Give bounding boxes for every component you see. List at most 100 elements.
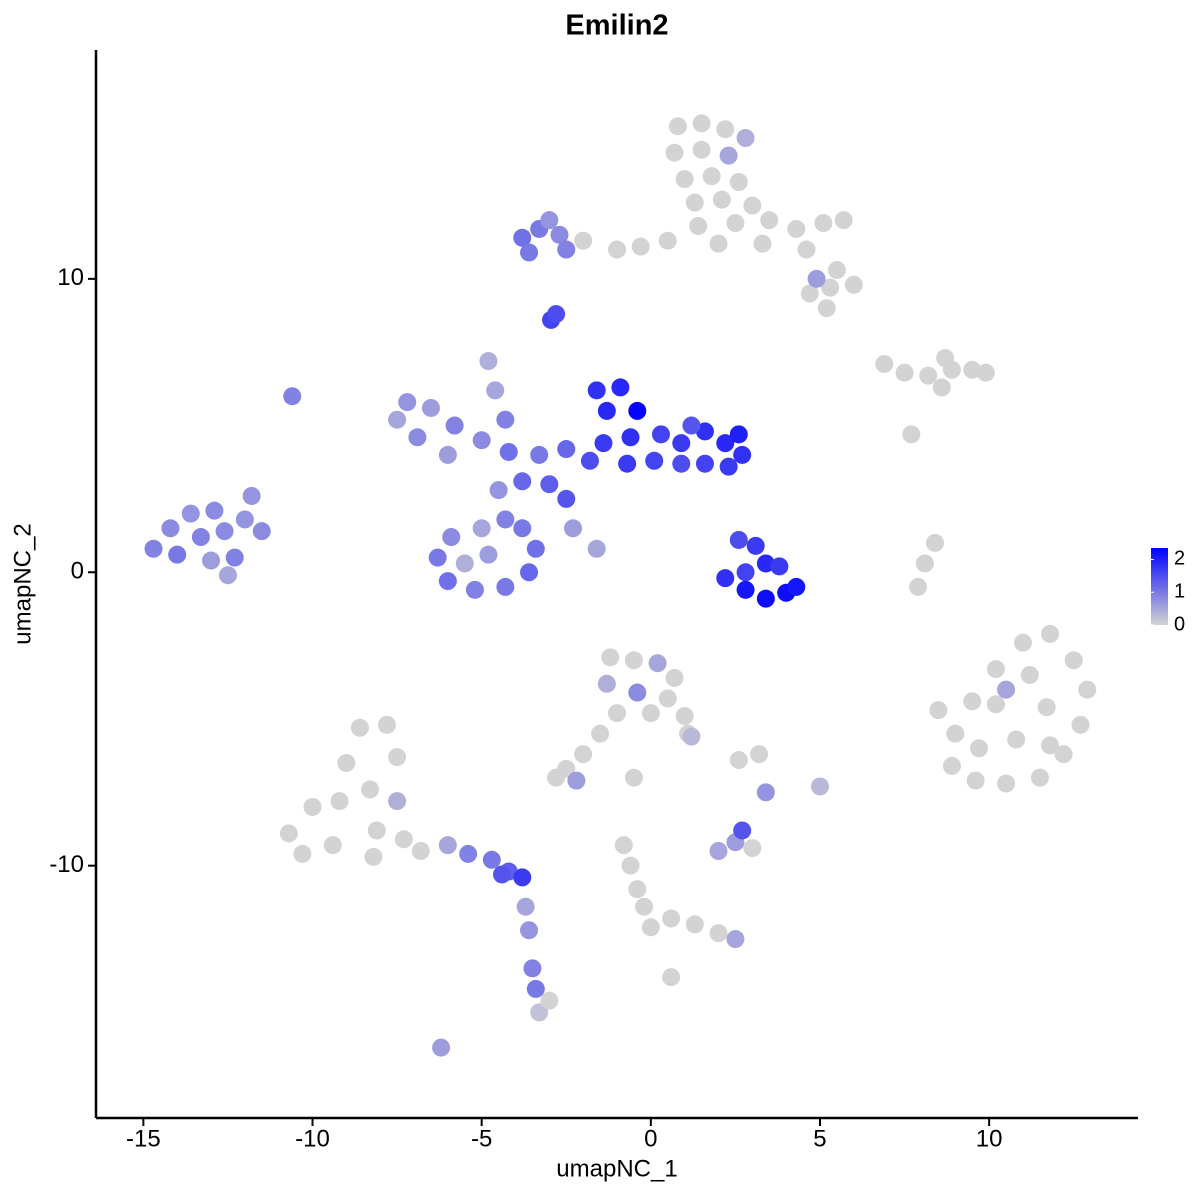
point <box>472 431 491 450</box>
point <box>225 548 244 567</box>
point <box>283 387 302 406</box>
point <box>161 519 180 538</box>
point <box>1030 768 1049 787</box>
point <box>526 979 545 998</box>
point <box>540 211 559 230</box>
point <box>733 821 752 840</box>
point <box>513 519 532 538</box>
point <box>557 240 576 259</box>
point <box>388 792 407 811</box>
point <box>1071 715 1090 734</box>
x-tick-label: -15 <box>126 1125 161 1152</box>
point <box>587 381 606 400</box>
point <box>540 991 559 1010</box>
point <box>736 129 755 148</box>
point <box>716 120 735 139</box>
point <box>520 563 539 582</box>
point <box>168 545 187 564</box>
point <box>530 445 549 464</box>
chart-title: Emilin2 <box>565 10 668 42</box>
point <box>438 836 457 855</box>
point <box>729 530 748 549</box>
point <box>513 868 532 887</box>
point <box>658 689 677 708</box>
point <box>692 140 711 159</box>
point <box>394 830 413 849</box>
point <box>709 234 728 253</box>
point <box>587 539 606 558</box>
point <box>388 410 407 429</box>
point <box>814 214 833 233</box>
point <box>486 381 505 400</box>
point <box>235 510 254 529</box>
point <box>753 234 772 253</box>
point <box>411 842 430 860</box>
point <box>367 821 386 840</box>
point <box>675 170 694 189</box>
point <box>323 836 342 855</box>
point <box>662 968 681 987</box>
point <box>1007 730 1026 749</box>
point <box>821 278 840 297</box>
point <box>1078 680 1097 699</box>
point <box>459 844 478 863</box>
point <box>682 416 701 435</box>
point <box>202 551 221 570</box>
point <box>181 504 200 523</box>
point <box>520 921 539 940</box>
point <box>909 577 928 596</box>
point <box>513 228 532 247</box>
point <box>191 528 210 547</box>
y-tick-label: 10 <box>57 264 84 291</box>
point <box>564 519 583 538</box>
point <box>330 792 349 811</box>
point <box>1064 651 1083 670</box>
point <box>963 692 982 711</box>
point <box>567 771 586 790</box>
point <box>597 401 616 420</box>
point <box>574 745 593 764</box>
point <box>641 918 660 937</box>
point <box>242 486 261 505</box>
point <box>516 897 535 916</box>
point <box>252 522 271 541</box>
point <box>279 824 298 843</box>
point <box>523 959 542 978</box>
point <box>966 771 985 790</box>
point <box>580 451 599 470</box>
point <box>215 522 234 541</box>
point <box>421 398 440 417</box>
point <box>689 217 708 236</box>
point <box>665 143 684 162</box>
point <box>479 352 498 371</box>
point <box>695 454 714 473</box>
point <box>350 718 369 737</box>
point <box>685 915 704 934</box>
point <box>743 196 762 215</box>
point <box>621 856 640 875</box>
point <box>729 751 748 770</box>
point <box>526 539 545 558</box>
point <box>726 214 745 233</box>
point <box>719 457 738 476</box>
point <box>550 225 569 244</box>
point <box>919 366 938 385</box>
point <box>682 727 701 746</box>
point <box>1037 698 1056 717</box>
point <box>628 401 647 420</box>
point <box>557 489 576 508</box>
point <box>695 422 714 441</box>
y-tick-label: 0 <box>71 558 84 585</box>
point <box>719 146 738 165</box>
point <box>496 577 515 596</box>
point <box>337 753 356 772</box>
point <box>624 768 643 787</box>
point <box>432 1038 451 1057</box>
point <box>651 425 670 444</box>
point <box>608 240 626 259</box>
point <box>810 777 829 796</box>
point <box>601 648 620 667</box>
point <box>303 797 322 816</box>
point <box>540 475 559 494</box>
point <box>496 410 515 429</box>
